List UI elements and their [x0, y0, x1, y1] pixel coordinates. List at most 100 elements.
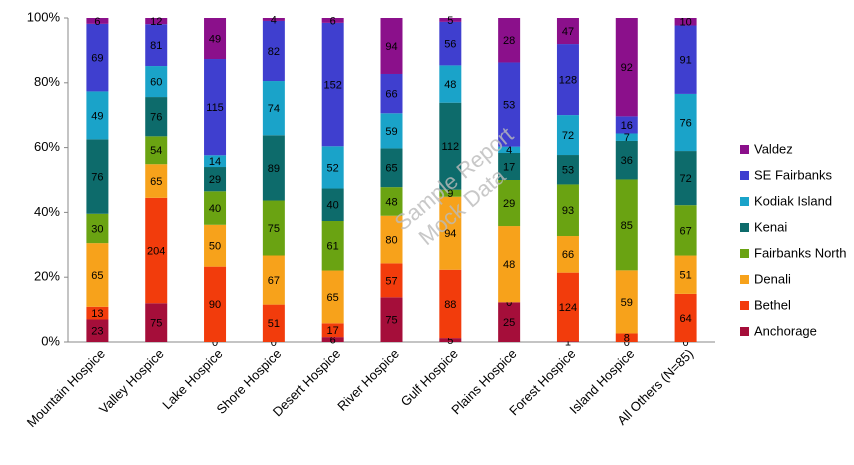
data-label: 49	[91, 110, 103, 122]
bar-segment	[674, 151, 697, 206]
data-label: 0	[506, 297, 512, 309]
data-label: 1	[565, 337, 571, 349]
data-label: 5	[447, 15, 453, 27]
bar-segment	[204, 167, 227, 192]
bar-segment	[321, 337, 344, 342]
bar-segment	[145, 136, 168, 165]
data-label: 53	[562, 165, 574, 177]
data-label: 49	[209, 33, 221, 45]
data-label: 10	[679, 17, 691, 29]
data-label: 53	[503, 99, 515, 111]
bar-segment	[615, 270, 638, 334]
data-label: 7	[624, 132, 630, 144]
data-label: 0	[624, 337, 630, 349]
y-tick-label: 80%	[34, 74, 60, 89]
bar-segment	[615, 179, 638, 271]
data-label: 61	[327, 241, 339, 253]
legend-swatch	[740, 275, 749, 284]
data-label: 94	[385, 41, 397, 53]
bar-segment	[86, 91, 109, 140]
legend-swatch	[740, 171, 749, 180]
data-label: 65	[150, 176, 162, 188]
data-label: 82	[268, 46, 280, 58]
bar-segment	[380, 215, 403, 264]
data-label: 72	[562, 130, 574, 142]
data-label: 36	[621, 155, 633, 167]
bar-segment	[204, 59, 227, 156]
data-label: 75	[268, 223, 280, 235]
data-label: 13	[91, 308, 103, 320]
bar-segment	[262, 18, 285, 21]
y-tick-label: 60%	[34, 139, 60, 154]
bar-segment	[86, 319, 109, 342]
data-label: 80	[385, 234, 397, 246]
data-label: 17	[503, 161, 515, 173]
bar-segment	[674, 293, 697, 342]
data-label: 128	[559, 74, 577, 86]
data-label: 72	[679, 173, 691, 185]
data-label: 85	[621, 220, 633, 232]
bar-segment	[145, 303, 168, 342]
data-label: 4	[271, 14, 277, 26]
bar-segment	[262, 255, 285, 305]
bar-segment	[615, 116, 638, 134]
data-label: 12	[150, 16, 162, 28]
bar-segment	[674, 18, 697, 26]
bar-segment	[204, 18, 227, 60]
data-label: 6	[330, 334, 336, 346]
bar-segment	[145, 18, 168, 25]
data-label: 6	[94, 16, 100, 28]
bar-segment	[498, 180, 521, 227]
data-label: 14	[209, 156, 221, 168]
legend-swatch	[740, 327, 749, 336]
data-label: 65	[385, 163, 397, 175]
bar-segment	[498, 146, 521, 153]
data-label: 75	[150, 318, 162, 330]
bar-segment	[498, 302, 521, 342]
data-label: 48	[503, 259, 515, 271]
data-label: 48	[385, 196, 397, 208]
data-label: 16	[621, 120, 633, 132]
bar-segment	[145, 97, 168, 137]
data-label: 47	[562, 26, 574, 38]
bar-segment	[380, 73, 403, 114]
y-tick-label: 100%	[27, 9, 61, 24]
data-label: 6	[330, 15, 336, 27]
data-label: 76	[150, 112, 162, 124]
data-label: 0	[683, 337, 689, 349]
bar-segment	[498, 226, 521, 303]
bar-segment	[439, 65, 462, 103]
bar-segment	[556, 115, 579, 156]
data-label: 75	[385, 315, 397, 327]
bar-segment	[145, 197, 168, 304]
bar-segment	[674, 25, 697, 94]
data-label: 67	[679, 225, 691, 237]
data-label: 88	[444, 299, 456, 311]
bar-segment	[556, 184, 579, 237]
bar-segment	[204, 191, 227, 225]
bar-segment	[86, 139, 109, 214]
data-label: 112	[442, 141, 460, 153]
bar-segment	[262, 81, 285, 136]
bar-segment	[498, 153, 521, 180]
legend-swatch	[740, 145, 749, 154]
bar-segment	[615, 140, 638, 180]
data-label: 91	[679, 55, 691, 67]
bar-segment	[439, 102, 462, 190]
data-label: 57	[385, 275, 397, 287]
data-label: 17	[327, 325, 339, 337]
data-label: 115	[206, 102, 224, 114]
bar-segment	[145, 24, 168, 67]
bar-segment	[674, 255, 697, 294]
data-label: 50	[209, 241, 221, 253]
data-label: 4	[506, 145, 512, 157]
data-label: 56	[444, 39, 456, 51]
bar-segment	[439, 189, 462, 197]
legend-label: Kodiak Island	[754, 193, 832, 208]
data-label: 54	[150, 145, 162, 157]
bar-segment	[145, 66, 168, 98]
data-label: 124	[559, 302, 577, 314]
legend-swatch	[740, 197, 749, 206]
data-label: 66	[562, 249, 574, 261]
data-label: 59	[621, 297, 633, 309]
